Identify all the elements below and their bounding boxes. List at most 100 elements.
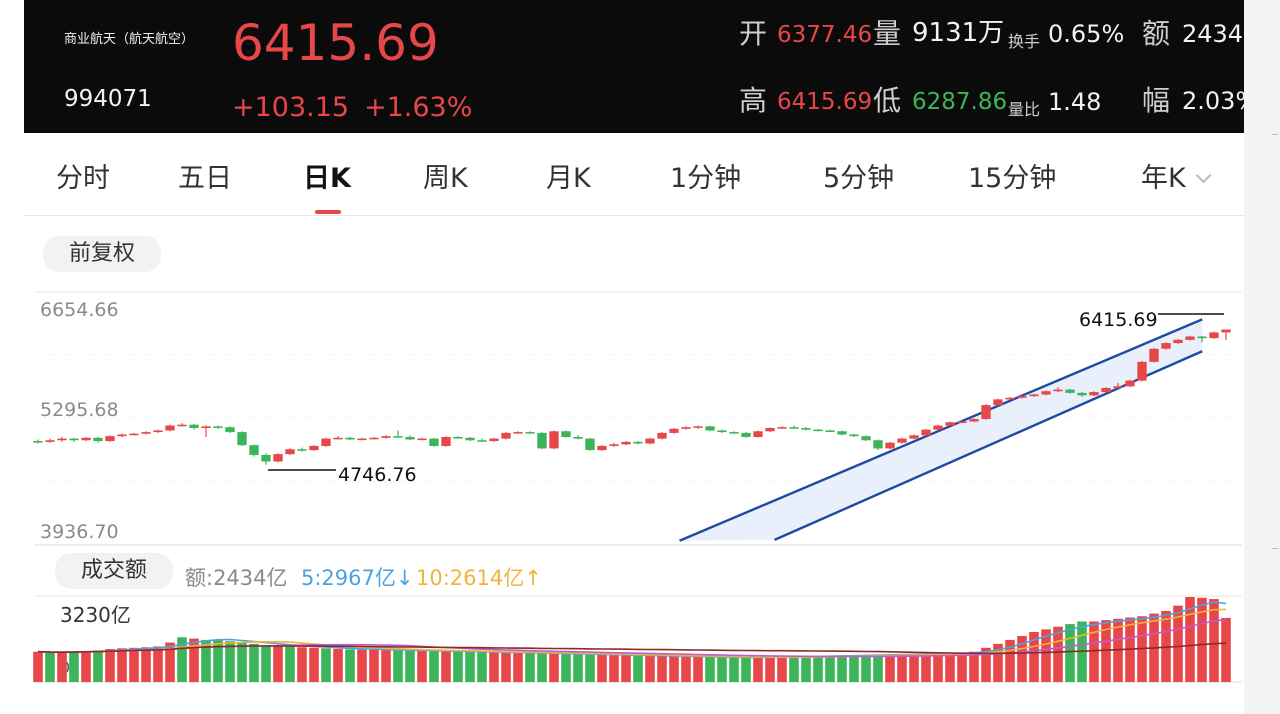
volume-bar: [45, 652, 55, 682]
candle-body: [81, 437, 91, 441]
candle-body: [897, 438, 907, 443]
tab-yearly-k[interactable]: 年K: [1141, 165, 1211, 192]
ma5-value: 5:2967亿: [301, 566, 396, 590]
volume-bar: [333, 648, 343, 682]
candle-body: [297, 449, 307, 451]
candle-body: [717, 430, 727, 433]
candle-body: [141, 432, 151, 434]
candle: [657, 432, 667, 440]
volume-bar: [525, 653, 535, 682]
candle-body: [261, 454, 271, 462]
candle: [1149, 347, 1159, 363]
volume-bar: [1089, 621, 1099, 682]
volume-bar: [837, 655, 847, 682]
volume-bar: [249, 643, 259, 682]
candle: [609, 442, 619, 447]
candle-body: [201, 426, 211, 428]
volume-bar: [261, 645, 271, 682]
candle: [105, 435, 115, 442]
volume-bar: [153, 646, 163, 682]
candle: [1125, 379, 1135, 388]
tab-monthly-k[interactable]: 月K: [546, 163, 591, 194]
candle-body: [1065, 389, 1075, 393]
tab-intraday[interactable]: 分时: [56, 163, 110, 194]
candle-body: [777, 427, 787, 429]
volume-bar: [597, 654, 607, 682]
candle: [225, 426, 235, 433]
tab-15min[interactable]: 15分钟: [968, 163, 1057, 194]
candle-body: [273, 454, 283, 462]
volume-bar: [693, 657, 703, 682]
tab-weekly-k[interactable]: 周K: [423, 163, 468, 194]
volume-bar: [81, 650, 91, 682]
candle: [981, 404, 991, 420]
candle-body: [237, 432, 247, 446]
candle: [741, 432, 751, 438]
candle: [249, 444, 259, 457]
high-label: 高: [739, 84, 768, 117]
candle: [1053, 387, 1063, 393]
volume-bar: [141, 647, 151, 682]
volume-ratio-label: 量比: [1008, 100, 1041, 119]
candle: [177, 423, 187, 427]
candle: [837, 430, 847, 436]
candle: [465, 436, 475, 442]
volume-bar: [573, 654, 583, 682]
volume-bar: [633, 655, 643, 682]
candle: [1185, 335, 1195, 341]
candle-body: [693, 426, 703, 428]
volume-bar: [381, 650, 391, 682]
candle: [405, 435, 415, 441]
candle-body: [393, 436, 403, 438]
tab-five-day[interactable]: 五日: [178, 163, 232, 194]
candle-body: [213, 426, 223, 428]
candle-body: [321, 438, 331, 446]
tab-daily-k[interactable]: 日K: [303, 163, 351, 194]
candle-body: [801, 427, 811, 430]
candle: [261, 453, 271, 465]
candle: [825, 429, 835, 433]
candle: [297, 447, 307, 452]
candle-body: [429, 438, 439, 446]
tab-1min[interactable]: 1分钟: [670, 163, 742, 194]
candle: [477, 438, 487, 442]
volume-bar: [513, 653, 523, 682]
candle-body: [1161, 343, 1171, 349]
candle-body: [333, 437, 343, 440]
open-value: 6377.46: [777, 22, 873, 48]
candle-body: [705, 426, 715, 431]
volume-bar: [621, 655, 631, 682]
volume-bar: [681, 656, 691, 682]
volume-bar: [477, 652, 487, 682]
period-tabs: 分时 五日 日K 周K 月K 1分钟 5分钟 15分钟 年K: [24, 145, 1244, 215]
candle: [273, 453, 283, 463]
candle-body: [465, 437, 475, 441]
volume-indicator-button[interactable]: 成交额: [55, 553, 173, 589]
candle-body: [861, 436, 871, 441]
volume-bar: [969, 651, 979, 682]
tab-5min[interactable]: 5分钟: [823, 163, 895, 194]
volume-value: 9131万: [912, 18, 1005, 48]
candle-body: [945, 422, 955, 426]
candle: [549, 430, 559, 450]
volume-bar: [1053, 626, 1063, 682]
adjust-button[interactable]: 前复权: [43, 236, 161, 272]
candle-body: [477, 440, 487, 442]
candle-body: [753, 431, 763, 437]
low-value: 6287.86: [912, 89, 1008, 115]
candle: [909, 434, 919, 440]
max-price-label: 6415.69: [1079, 309, 1158, 331]
candle: [1113, 383, 1123, 389]
volume-bar: [993, 643, 1003, 682]
candle-body: [609, 444, 619, 446]
candle: [117, 433, 127, 437]
candle: [93, 436, 103, 443]
volume-bar: [549, 653, 559, 682]
volume-bar: [201, 639, 211, 682]
candle: [969, 418, 979, 423]
ma10-line: [37, 608, 1227, 658]
candle-body: [501, 432, 511, 439]
index-name: 商业航天（航天航空）: [64, 32, 195, 47]
